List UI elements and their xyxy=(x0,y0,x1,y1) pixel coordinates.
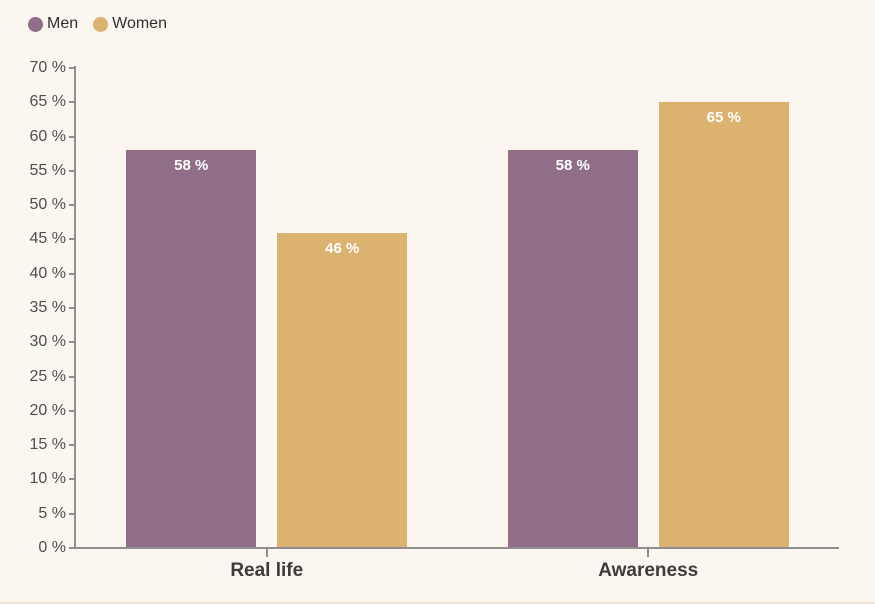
y-axis-tick xyxy=(69,512,76,515)
y-axis-tick xyxy=(69,67,76,69)
y-axis-tick xyxy=(69,307,76,309)
bar-value-label: 65 % xyxy=(706,109,741,127)
y-axis-tick xyxy=(69,409,76,412)
bar-value-label: 58 % xyxy=(174,157,209,175)
bar-men-real-life[interactable]: 58 % xyxy=(126,150,257,548)
y-axis-tick xyxy=(69,341,76,344)
legend-label-men: Men xyxy=(47,15,79,32)
y-axis-tick xyxy=(69,238,76,241)
y-axis-tick xyxy=(69,169,76,172)
y-axis-label: 30 % xyxy=(29,333,66,351)
y-axis-tick xyxy=(69,204,76,207)
y-axis-label: 25 % xyxy=(29,367,66,385)
y-axis-label: 50 % xyxy=(29,196,66,214)
y-axis-label: 0 % xyxy=(38,539,66,556)
bar-value-label: 58 % xyxy=(555,157,590,175)
x-axis-line xyxy=(74,547,839,549)
y-axis-label: 15 % xyxy=(29,436,66,454)
y-axis-label: 20 % xyxy=(29,401,66,419)
y-axis-label: 65 % xyxy=(29,93,66,111)
legend-item-women[interactable]: Women xyxy=(93,15,167,33)
y-axis-label: 10 % xyxy=(29,470,66,488)
y-axis-label: 70 % xyxy=(29,59,66,76)
x-axis-tick xyxy=(265,549,268,557)
legend-item-men[interactable]: Men xyxy=(28,15,78,33)
bar-men-awareness[interactable]: 58 % xyxy=(507,150,638,548)
y-axis-line xyxy=(74,66,76,549)
y-axis-label: 60 % xyxy=(29,127,66,145)
legend-swatch-men-icon xyxy=(28,16,43,32)
y-axis-tick xyxy=(69,101,76,104)
legend-swatch-women-icon xyxy=(93,16,109,32)
y-axis-tick xyxy=(69,135,76,138)
x-axis-label-real-life: Real life xyxy=(230,560,304,581)
legend: Men Women xyxy=(28,15,167,33)
y-axis-label: 55 % xyxy=(29,161,66,179)
legend-label-women: Women xyxy=(112,15,167,32)
bar-women-real-life[interactable]: 46 % xyxy=(277,232,408,548)
y-axis-tick xyxy=(69,478,76,481)
y-axis-tick xyxy=(69,272,76,275)
y-axis-label: 35 % xyxy=(29,299,66,316)
y-axis-label: 5 % xyxy=(38,504,66,522)
y-axis-label: 40 % xyxy=(29,264,66,282)
bar-value-label: 46 % xyxy=(325,239,360,257)
y-axis-tick xyxy=(69,375,76,378)
x-axis-tick xyxy=(647,549,650,557)
bar-women-awareness[interactable]: 65 % xyxy=(658,102,789,548)
y-axis-tick xyxy=(69,547,76,549)
bottom-divider xyxy=(0,602,875,604)
y-axis-tick xyxy=(69,444,76,447)
x-axis-label-awareness: Awareness xyxy=(598,560,699,581)
y-axis-label: 45 % xyxy=(29,230,66,248)
